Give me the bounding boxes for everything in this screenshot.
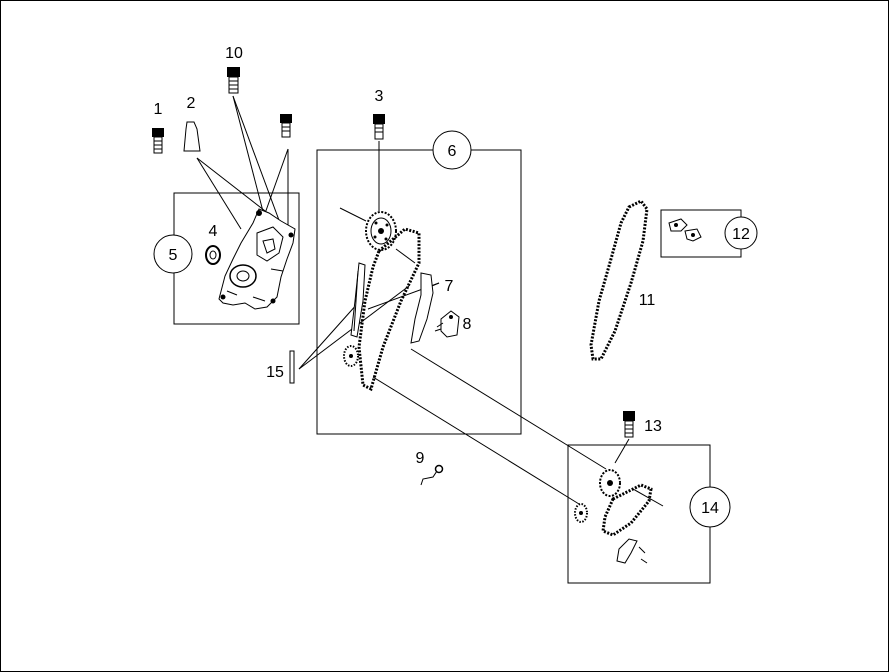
callout-13-label: 13 bbox=[644, 418, 662, 435]
callout-14-label: 14 bbox=[701, 500, 719, 517]
chain-guide-left bbox=[350, 262, 366, 338]
balancer-drive-assembly bbox=[574, 469, 653, 564]
callout-6-label: 6 bbox=[448, 143, 457, 160]
leader-lines bbox=[196, 95, 664, 507]
chain-link-12 bbox=[668, 218, 702, 242]
bolt-13 bbox=[623, 411, 635, 438]
callout-15-label: 15 bbox=[266, 364, 284, 381]
oil-jet-9 bbox=[420, 464, 444, 486]
bolt-side bbox=[280, 114, 292, 138]
callout-7-label: 7 bbox=[445, 278, 454, 295]
front-cover bbox=[218, 208, 296, 310]
sealant-tube-2 bbox=[183, 121, 201, 152]
bolt-3 bbox=[373, 114, 385, 140]
callout-5-label: 5 bbox=[169, 247, 178, 264]
timing-chain-11 bbox=[589, 199, 649, 361]
callout-2-label: 2 bbox=[187, 95, 196, 112]
dowel-pin-15 bbox=[289, 350, 295, 384]
chain-tensioner-8 bbox=[434, 310, 460, 338]
tensioner-arm bbox=[410, 272, 434, 344]
callout-4-label: 4 bbox=[209, 223, 218, 240]
callout-12-label: 12 bbox=[732, 226, 750, 243]
callout-14: 14 bbox=[689, 486, 731, 528]
callout-9-label: 9 bbox=[416, 450, 425, 467]
callout-11-label: 11 bbox=[639, 292, 656, 309]
bolt-1 bbox=[152, 128, 164, 154]
callout-5: 5 bbox=[153, 234, 193, 274]
callout-12: 12 bbox=[724, 216, 758, 250]
callout-10-label: 10 bbox=[225, 45, 243, 62]
camshaft-sprocket bbox=[365, 211, 397, 251]
bolt-10 bbox=[227, 67, 240, 94]
callout-1-label: 1 bbox=[154, 101, 163, 118]
oil-seal-4 bbox=[205, 245, 221, 265]
timing-chain bbox=[357, 227, 421, 392]
callout-8-label: 8 bbox=[463, 316, 472, 333]
group-box-6 bbox=[316, 149, 522, 435]
callout-3-label: 3 bbox=[375, 88, 384, 105]
callout-6: 6 bbox=[432, 130, 472, 170]
crank-sprocket bbox=[343, 345, 359, 367]
